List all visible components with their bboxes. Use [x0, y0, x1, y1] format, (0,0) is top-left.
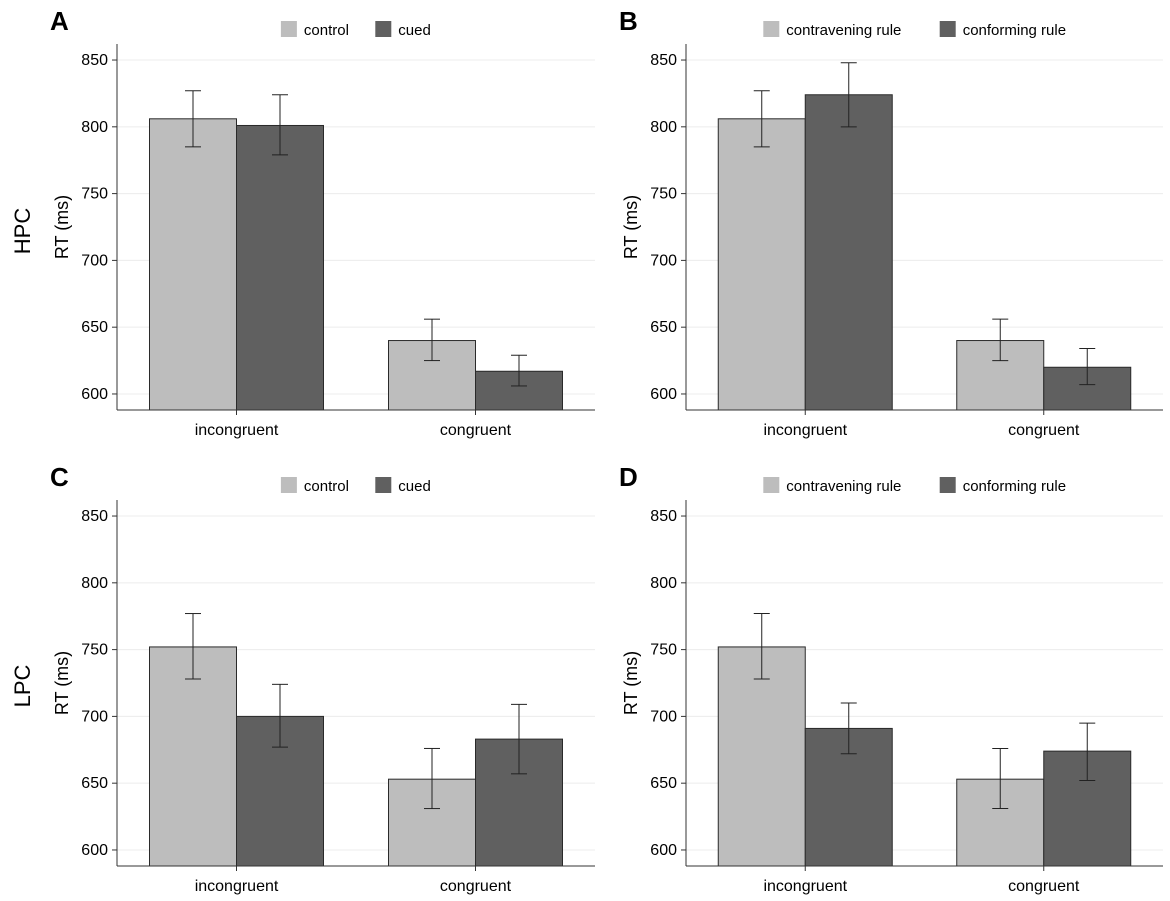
panel-letter: C [50, 462, 69, 492]
row-label-hpc: HPC [10, 208, 35, 255]
y-tick-label: 650 [81, 319, 108, 336]
x-tick-label: incongruent [763, 878, 847, 895]
bar-contravening-rule-incongruent [717, 646, 806, 867]
x-tick-label: congruent [440, 878, 512, 895]
y-tick-label: 600 [650, 386, 677, 403]
y-tick-label: 600 [650, 842, 677, 859]
y-tick-label: 850 [650, 508, 677, 525]
x-tick-label: incongruent [195, 878, 279, 895]
y-axis-label: RT (ms) [621, 651, 641, 715]
y-tick-label: 600 [81, 842, 108, 859]
legend-label-control: control [304, 22, 349, 39]
y-tick-label: 800 [650, 119, 677, 136]
y-tick-label: 650 [81, 775, 108, 792]
bar-contravening-rule-incongruent [717, 118, 806, 411]
legend: control cued [280, 21, 431, 39]
bar-cued-incongruent [236, 124, 324, 411]
y-tick-label: 750 [650, 642, 677, 659]
legend: contravening rule conforming rule [763, 21, 1066, 39]
legend-swatch-cued [375, 21, 392, 37]
x-tick-label: incongruent [763, 422, 847, 439]
y-tick-label: 700 [81, 252, 108, 269]
y-tick-label: 800 [650, 575, 677, 592]
x-tick-label: incongruent [195, 422, 279, 439]
legend: control cued [280, 477, 431, 495]
panel-letter: D [619, 462, 638, 492]
y-axis-label: RT (ms) [52, 195, 72, 259]
legend-label-cued: cued [398, 22, 431, 39]
y-tick-label: 850 [650, 52, 677, 69]
y-tick-label: 800 [81, 119, 108, 136]
y-tick-label: 750 [81, 186, 108, 203]
panel-letter: B [619, 6, 638, 36]
legend-swatch-cued [375, 477, 392, 493]
legend-swatch-conforming-rule [939, 21, 956, 37]
legend-swatch-conforming-rule [939, 477, 956, 493]
legend-swatch-control [280, 477, 297, 493]
x-tick-label: congruent [1008, 878, 1080, 895]
y-tick-label: 650 [650, 319, 677, 336]
y-tick-label: 650 [650, 775, 677, 792]
y-tick-label: 700 [81, 708, 108, 725]
legend-swatch-contravening-rule [763, 21, 780, 37]
row-label-lpc: LPC [10, 664, 35, 707]
legend-label-contravening-rule: contravening rule [786, 22, 901, 39]
legend-label-cued: cued [398, 478, 431, 495]
legend-label-control: control [304, 478, 349, 495]
legend-label-contravening-rule: contravening rule [786, 478, 901, 495]
bar-control-incongruent [149, 646, 237, 867]
y-tick-label: 750 [650, 186, 677, 203]
y-tick-label: 700 [650, 252, 677, 269]
y-axis-label: RT (ms) [621, 195, 641, 259]
y-axis-label: RT (ms) [52, 651, 72, 715]
legend: contravening rule conforming rule [763, 477, 1066, 495]
legend-swatch-control [280, 21, 297, 37]
x-tick-label: congruent [440, 422, 512, 439]
panel-letter: A [50, 6, 69, 36]
x-tick-label: congruent [1008, 422, 1080, 439]
legend-label-conforming-rule: conforming rule [963, 22, 1066, 39]
y-tick-label: 600 [81, 386, 108, 403]
legend-label-conforming-rule: conforming rule [963, 478, 1066, 495]
y-tick-label: 750 [81, 642, 108, 659]
y-tick-label: 800 [81, 575, 108, 592]
legend-swatch-contravening-rule [763, 477, 780, 493]
bar-control-incongruent [149, 118, 237, 411]
y-tick-label: 850 [81, 52, 108, 69]
bar-conforming-rule-incongruent [804, 94, 893, 411]
y-tick-label: 700 [650, 708, 677, 725]
y-tick-label: 850 [81, 508, 108, 525]
